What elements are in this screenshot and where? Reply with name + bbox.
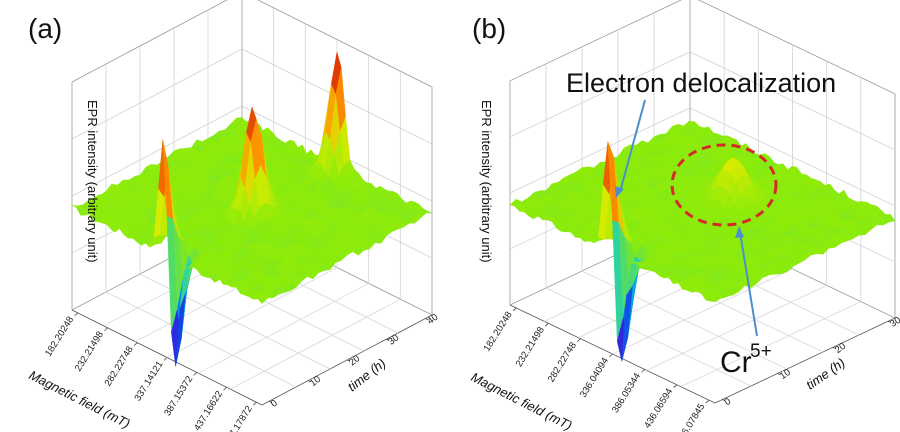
x-tick-label: 386.05344 [610,371,643,415]
surface-patch [709,297,722,303]
y-tick-label: 0 [269,398,280,410]
y-tick [268,401,272,403]
x-tick-label: 182.20248 [482,310,515,354]
x-tick-label: 232.21498 [514,325,547,369]
x-tick [512,307,517,312]
floor-grid [612,268,793,355]
z-axis-title: EPR intensity (arbitrary unit) [85,100,100,263]
x-tick [223,386,227,391]
left-wall-grid [71,48,243,140]
y-tick-label: 30 [888,315,900,330]
x-tick-label: 282.22748 [103,344,136,388]
y-tick [722,399,726,401]
x-tick-label: 337.14121 [132,359,165,403]
x-tick [133,342,138,346]
floor-grid [139,273,331,370]
y-tick-labels: 0 10 20 30 40 [268,312,440,410]
top-left-edge [71,0,228,83]
floor-grid [105,291,297,388]
x-tick [641,369,645,373]
arrow-to-cr5 [739,231,758,337]
floor-grid [680,301,862,388]
x-tick [193,372,198,376]
x-tick [673,384,678,388]
x-tick-label: 336.04094 [578,356,611,400]
left-wall-grid [509,107,691,194]
y-tick [777,373,781,375]
x-tick [163,357,168,361]
right-floor-edge [714,317,896,404]
x-tick-label: 487.17872 [222,404,255,432]
y-tick [346,359,351,362]
x-tick [577,338,581,342]
x-tick [705,399,710,404]
annotation-electron-delocalization: Electron delocalization [566,68,836,98]
x-tick-label: 387.15372 [162,374,195,418]
panel-label: (a) [28,13,62,44]
floor-grid [166,267,338,358]
back-wall-grid [689,51,896,151]
y-tick-label: 0 [723,396,734,408]
x-tick [609,353,613,358]
y-tick-label: 30 [386,332,401,347]
annotation-cr: Cr [720,346,752,379]
top-left-edge [509,0,683,82]
x-tick-label: 436.06594 [642,386,675,430]
x-tick [253,401,257,406]
back-wall-grid [689,107,896,207]
y-tick-label: 40 [425,312,440,327]
y-tick [832,347,836,349]
y-tick-label: 20 [347,353,362,368]
floor-grid [646,284,827,371]
x-axis-title: Magnetic field (mT) [469,369,575,432]
annotation-cr-superscript: 5+ [750,341,772,362]
panel-label: (b) [472,13,506,44]
x-tick-label: 182.20248 [43,315,76,359]
left-wall-grid [71,105,243,197]
y-tick [425,318,429,320]
x-tick [544,323,549,327]
x-tick-label: 232.21498 [73,329,106,373]
cr5-highlight-circle [670,143,778,227]
epr-surface [509,121,896,362]
arrowhead-icon [735,226,744,238]
floor-grid [198,282,369,374]
y-tick-labels: 0 10 20 30 [722,315,900,408]
panel-b: 182.20248232.21498282.22748336.04094386.… [469,0,900,432]
y-tick-label: 10 [778,367,793,382]
left-wall-grid [509,51,691,138]
floor-grid [230,298,401,390]
arrow-to-delocalization [619,99,646,193]
x-tick-label: 437.16622 [192,389,225,432]
y-tick [307,380,312,383]
x-tick [74,312,78,317]
x-tick-label: 486.07845 [674,402,707,432]
y-tick [887,321,891,323]
y-tick-label: 20 [833,341,848,356]
epr-surface [71,52,433,367]
x-tick-labels: 182.20248232.21498282.22748336.04094386.… [482,307,710,432]
y-tick [385,338,390,341]
x-tick-labels: 182.20248232.21498282.22748337.14121387.… [43,312,257,432]
surface-patch [257,297,268,304]
floor-grid [545,287,752,387]
annotations: Electron delocalization Cr5+ [566,68,836,379]
panel-a: 182.20248232.21498282.22748337.14121387.… [27,0,440,432]
arrowhead-icon [615,186,624,198]
y-axis-title: time (h) [803,355,848,393]
z-axis-title: EPR intensity (arbitrary unit) [479,100,494,263]
x-tick [104,327,108,332]
y-tick-label: 10 [308,374,323,389]
x-tick-label: 282.22748 [546,340,579,384]
